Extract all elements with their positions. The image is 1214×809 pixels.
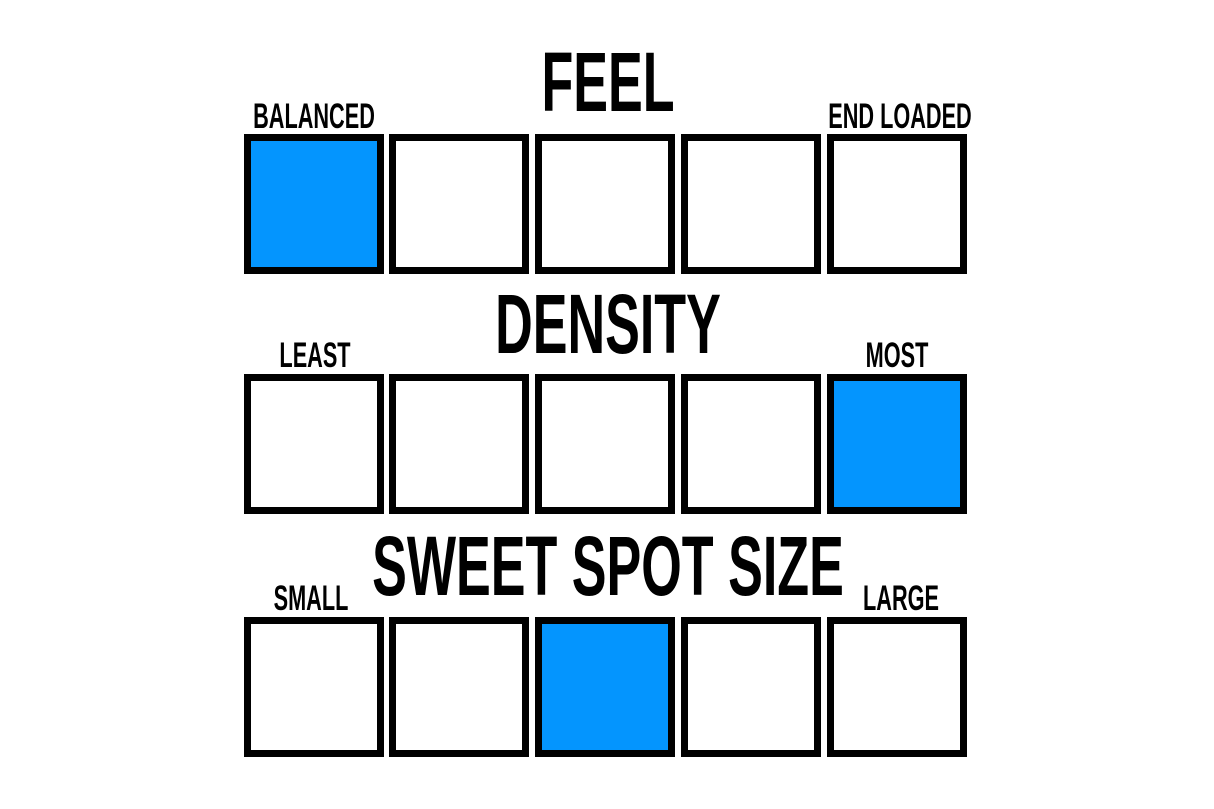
scale-box [827, 134, 967, 274]
scale-title: SWEET SPOT SIZE [372, 519, 844, 613]
scale-box [681, 134, 821, 274]
scale-left-label: BALANCED [253, 97, 375, 136]
scale-box [535, 374, 675, 514]
scale-box [827, 617, 967, 757]
scale-box [535, 134, 675, 274]
scale-box-selected [535, 617, 675, 757]
scale-box [389, 374, 529, 514]
scale-left-label: SMALL [273, 579, 349, 618]
scale-right-label: END LOADED [828, 97, 972, 136]
scale-title: FEEL [541, 35, 675, 129]
scale-right-label: MOST [865, 336, 929, 375]
scale-box [681, 374, 821, 514]
scale-box-selected [244, 134, 384, 274]
scale-box [244, 617, 384, 757]
scale-left-label: LEAST [279, 336, 351, 375]
scale-box [681, 617, 821, 757]
scale-right-label: LARGE [863, 579, 939, 618]
scale-title: DENSITY [495, 277, 721, 371]
scale-box [244, 374, 384, 514]
scale-box-selected [827, 374, 967, 514]
scale-box [389, 617, 529, 757]
scale-box [389, 134, 529, 274]
